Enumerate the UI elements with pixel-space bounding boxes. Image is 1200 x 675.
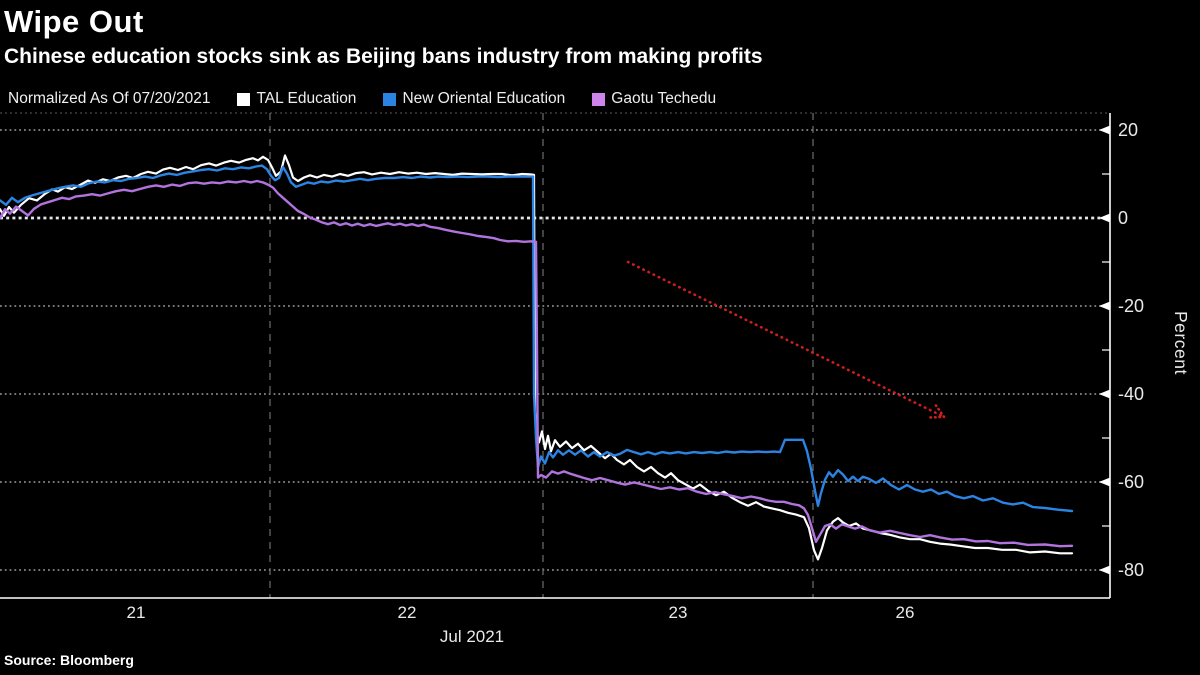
source-attribution: Source: Bloomberg: [4, 652, 134, 668]
svg-text:20: 20: [1118, 120, 1138, 140]
new-oriental-swatch-icon: [383, 92, 397, 106]
page-title: Wipe Out: [4, 4, 144, 39]
svg-text:0: 0: [1118, 208, 1128, 228]
legend-label-tal: TAL Education: [256, 90, 357, 107]
legend-label-gaotu: Gaotu Techedu: [611, 90, 717, 107]
legend-item-tal: TAL Education: [237, 90, 356, 108]
y-axis-label: Percent: [1171, 311, 1191, 375]
svg-text:-40: -40: [1118, 384, 1144, 404]
normalized-label: Normalized As Of 07/20/2021: [8, 90, 211, 107]
legend-item-new-oriental: New Oriental Education: [383, 90, 565, 108]
x-tick-22: 22: [397, 603, 417, 622]
chart-legend: Normalized As Of 07/20/2021 TAL Educatio…: [8, 90, 716, 108]
tal-swatch-icon: [237, 92, 251, 106]
svg-text:-20: -20: [1118, 296, 1144, 316]
legend-label-new-oriental: New Oriental Education: [402, 90, 566, 107]
svg-text:-60: -60: [1118, 472, 1144, 492]
svg-text:-80: -80: [1118, 560, 1144, 580]
x-tick-23: 23: [668, 603, 688, 622]
x-tick-21: 21: [126, 603, 146, 622]
x-axis-month-label: Jul 2021: [439, 627, 505, 646]
gaotu-swatch-icon: [592, 92, 606, 106]
page-subtitle: Chinese education stocks sink as Beijing…: [4, 45, 763, 68]
x-tick-26: 26: [895, 603, 915, 622]
legend-item-gaotu: Gaotu Techedu: [592, 90, 716, 108]
